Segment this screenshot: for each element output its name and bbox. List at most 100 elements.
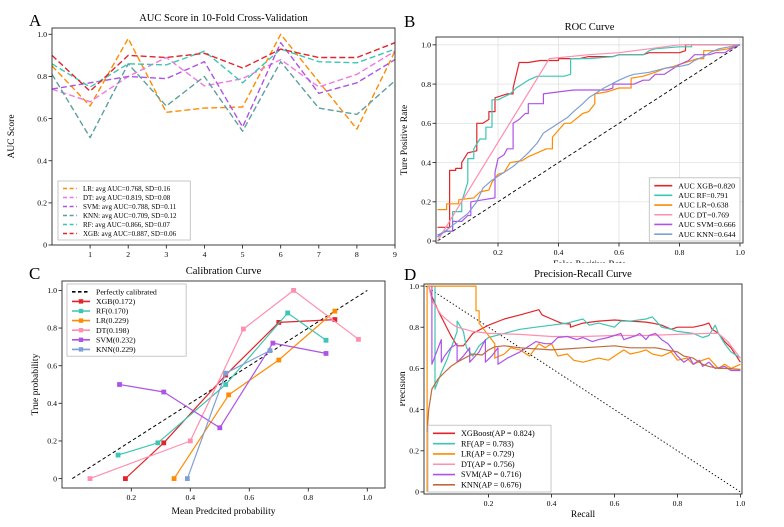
- legend-label-SVM: SVM(0.232): [96, 335, 136, 344]
- legend-label-XGB: XGB(0.172): [96, 297, 136, 306]
- y-tick-label: 0.4: [409, 405, 419, 414]
- x-tick-label: 5: [241, 250, 245, 259]
- chart-svg-pr: 0.2 0.4 0.6 0.8 1.0 0 0.2 0.4 0.6 0.8 1.0 Precision…: [398, 269, 746, 520]
- series-line-RF: [51, 48, 396, 88]
- plot-border: [423, 283, 743, 495]
- y-tick-label: 0.8: [47, 324, 57, 333]
- marker-RF: [115, 452, 121, 458]
- series-line-DT: [51, 50, 396, 103]
- x-axis-label: Recall: [571, 510, 596, 520]
- y-axis-label: True probability: [31, 353, 41, 415]
- x-tick-label: 0.8: [673, 499, 683, 508]
- legend-marker-RF: [78, 308, 84, 314]
- marker-DT: [187, 438, 193, 444]
- series-line-RF: [434, 286, 741, 390]
- legend-label-DT: DT: avg AUC=0.819, SD=0.08: [83, 194, 171, 202]
- y-tick-label: 0.6: [409, 364, 419, 373]
- x-axis-label: Mean Predcited probability: [172, 507, 276, 517]
- x-tick-label: 6: [279, 250, 283, 259]
- y-tick-label: 1.0: [409, 282, 419, 291]
- y-tick-label: 0: [53, 474, 57, 483]
- y-axis-label: Precision: [400, 371, 408, 407]
- legend-label-KNN: KNN(0.229): [96, 345, 136, 354]
- y-tick-label: 0.4: [421, 158, 431, 167]
- y-tick-label: 0.8: [37, 72, 47, 81]
- chart-title-roc: ROC Curve: [565, 22, 615, 33]
- y-tick-label: 0: [43, 241, 47, 250]
- legend-marker-XGB: [78, 299, 84, 304]
- x-tick-label: 2: [126, 250, 130, 259]
- panel-label-a: A: [29, 11, 42, 30]
- y-tick-label: 0.6: [37, 114, 47, 123]
- chart-svg-calibration: 0.2 0.4 0.6 0.8 1.0 0 0.2 0.4 0.6 0.8 1.0 Calibrati…: [31, 266, 386, 517]
- chart-svg-cv: 1 2 3 4 5 6 7 8 9 0 0.2 0.4 0.6 0.8 1.0 AUC Score in 10…: [7, 13, 397, 273]
- marker-XGB: [161, 440, 167, 446]
- x-tick-label: 0.6: [244, 493, 254, 502]
- series-line-SVM: [431, 286, 741, 372]
- panel-roc-curve-chart: 0.2 0.4 0.6 0.8 1.0 0 0.2 0.4 0.6 0.8 1.0 ROC Curve…: [400, 0, 784, 270]
- marker-SVM: [161, 389, 167, 395]
- x-tick-label: 4: [202, 250, 206, 259]
- legend-label-KNN: AUC KNN=0.644: [678, 230, 735, 239]
- x-tick-label: 0.2: [484, 499, 494, 508]
- x-tick-label: 0.6: [610, 499, 620, 508]
- legend-marker-DT: [78, 328, 84, 333]
- legend-label-perfect: Perfectly calibrated: [96, 287, 157, 296]
- series-line-KNN: [437, 44, 741, 238]
- legend-label-XGB: XGB: avg AUC=0.887, SD=0.06: [83, 230, 177, 238]
- marker-DT: [356, 336, 361, 342]
- y-tick-label: 1.0: [47, 286, 57, 295]
- series-line-KNN: [426, 345, 741, 433]
- panel-label-c: C: [29, 264, 41, 283]
- x-tick-label: 1: [88, 250, 92, 259]
- series-line-perfect: [72, 289, 368, 480]
- x-tick-label: 1.0: [736, 499, 746, 508]
- marker-SVM: [217, 425, 223, 431]
- legend-marker-LR: [78, 318, 84, 323]
- legend-label-XGB: AUC XGB=0.820: [678, 181, 735, 190]
- x-tick-label: 0.2: [493, 248, 503, 257]
- marker-SVM: [323, 351, 329, 356]
- y-tick-label: 0.8: [421, 80, 431, 89]
- legend-label-LR: LR(0.229): [96, 316, 129, 325]
- legend-label-LR: LR: avg AUC=0.768, SD=0.16: [83, 185, 171, 193]
- legend-label-DT: DT(0.198): [96, 326, 130, 335]
- chart-title-cv: AUC Score in 10-Fold Cross-Validation: [139, 13, 308, 24]
- plot-border: [61, 280, 386, 489]
- legend-label-LR: AUC LR=0.638: [678, 201, 728, 210]
- marker-XGB: [332, 317, 338, 322]
- marker-RF: [323, 337, 329, 343]
- legend-label-SVM: AUC SVM=0.666: [678, 220, 735, 229]
- marker-SVM: [270, 340, 276, 346]
- legend-label-RF: RF(AP = 0.783): [461, 439, 514, 448]
- plot-border: [51, 27, 396, 246]
- x-tick-label: 9: [393, 250, 397, 259]
- x-tick-label: 0.6: [614, 248, 624, 257]
- x-tick-label: 1.0: [735, 248, 745, 257]
- series-line-SVM: [51, 42, 396, 128]
- series-line-XGBoost: [428, 285, 741, 363]
- panel-calibration-chart: 0.2 0.4 0.6 0.8 1.0 0 0.2 0.4 0.6 0.8 1.0 Calibrati…: [0, 263, 400, 527]
- x-tick-label: 8: [355, 250, 359, 259]
- series-line-RF: [437, 44, 740, 238]
- x-tick-label: 1.0: [362, 493, 372, 502]
- legend-label-LR: LR(AP = 0.729): [461, 450, 514, 459]
- legend-label-KNN: KNN(AP = 0.676): [461, 480, 522, 489]
- y-tick-label: 0.8: [409, 323, 419, 332]
- y-tick-label: 0.2: [409, 446, 419, 455]
- y-axis-label: Ture Positive Rate: [400, 105, 410, 175]
- marker-LR: [276, 357, 282, 363]
- marker-KNN: [184, 476, 190, 481]
- plot-border: [435, 36, 744, 244]
- y-tick-label: 1.0: [37, 30, 47, 39]
- legend-box-roc: [648, 177, 741, 242]
- legend-label-SVM: SVM: avg AUC=0.788, SD=0.11: [83, 203, 177, 211]
- legend-label-RF: RF(0.170): [96, 307, 129, 316]
- x-tick-label: 0.2: [126, 493, 136, 502]
- legend-box-cv: [57, 180, 191, 241]
- legend-label-DT: AUC DT=0.769: [678, 210, 729, 219]
- y-tick-label: 0.6: [47, 361, 57, 370]
- legend-label-KNN: KNN: avg AUC=0.709, SD=0.12: [83, 212, 177, 220]
- y-tick-label: 0.6: [421, 119, 431, 128]
